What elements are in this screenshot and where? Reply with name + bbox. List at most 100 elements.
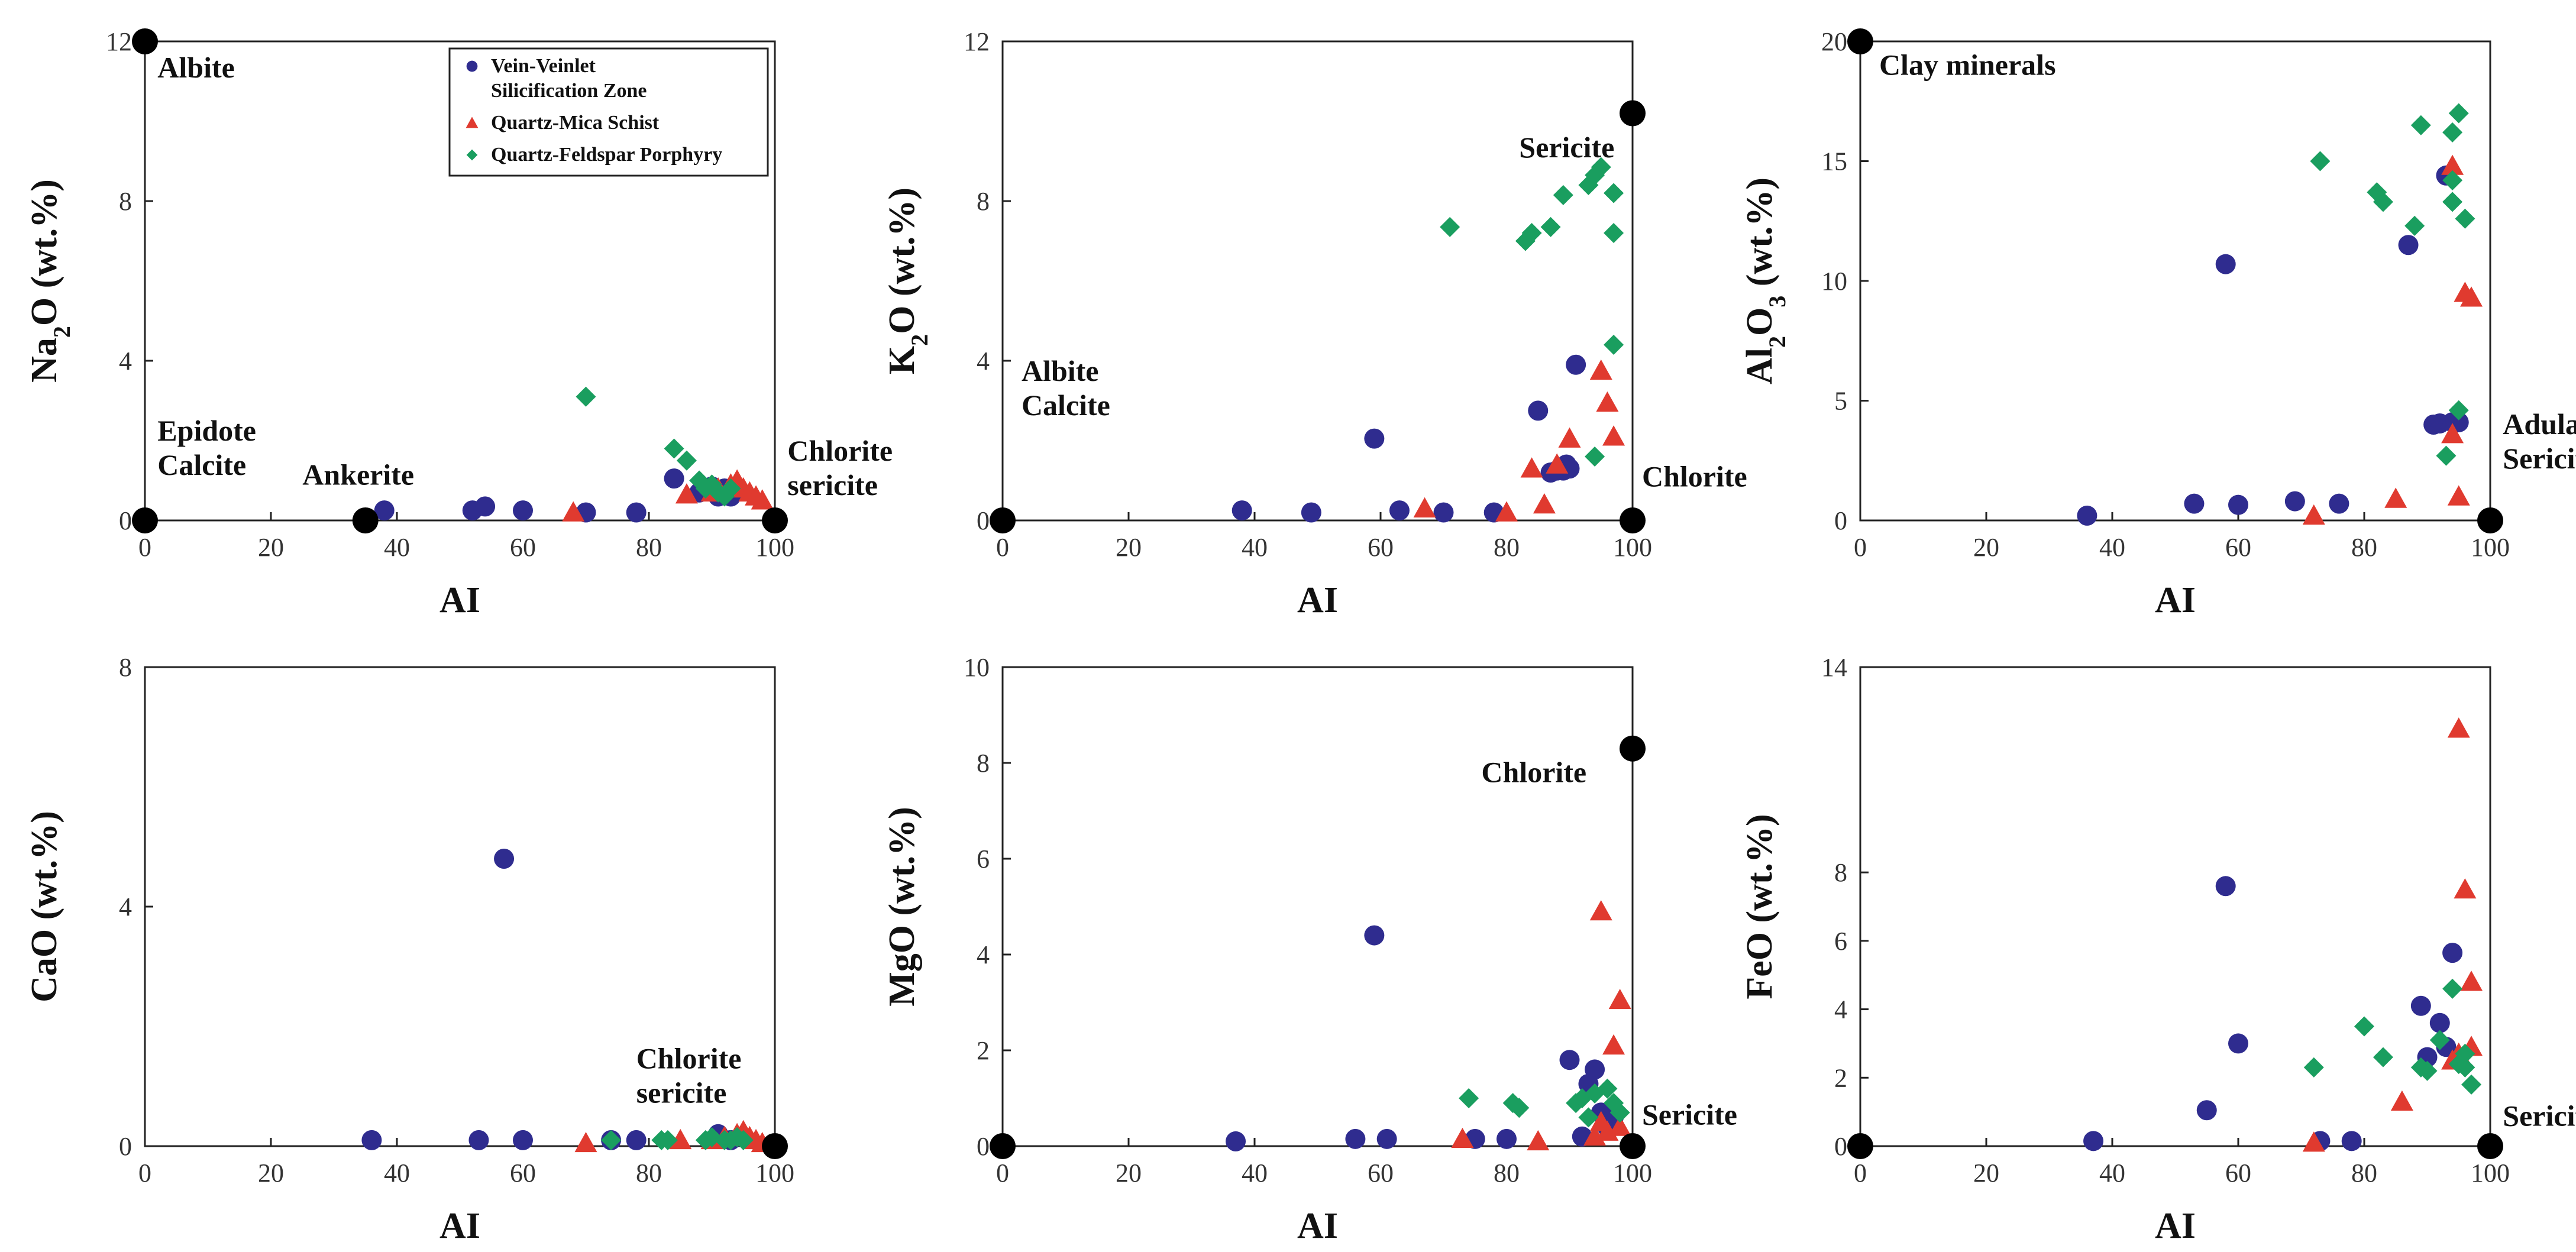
point-vein <box>2083 1131 2104 1151</box>
annotation-label: Chlorite sericite <box>787 434 893 502</box>
series-vein <box>1232 354 1586 523</box>
x-axis-label: AI <box>2155 580 2196 620</box>
point-porphyry <box>2455 208 2475 229</box>
x-tick-label: 40 <box>1242 1159 1268 1188</box>
point-porphyry <box>2442 978 2463 999</box>
point-vein <box>1559 458 1580 479</box>
point-vein <box>1376 1128 1397 1149</box>
x-tick-label: 100 <box>755 1159 794 1188</box>
point-vein <box>626 502 647 523</box>
x-tick-label: 60 <box>2225 1159 2251 1188</box>
x-tick-label: 80 <box>636 533 662 562</box>
x-tick-label: 100 <box>1613 1159 1652 1188</box>
annotation-label: Ankerite <box>302 458 414 491</box>
point-vein <box>1364 925 1385 946</box>
point-vein <box>1389 500 1410 521</box>
point-porphyry <box>2373 192 2393 212</box>
point-schist <box>1602 425 1625 446</box>
point-porphyry <box>720 478 741 499</box>
point-vein <box>2196 1100 2217 1121</box>
point-porphyry <box>1591 157 1611 177</box>
point-vein <box>1232 500 1252 521</box>
y-tick-label: 4 <box>1834 995 1847 1024</box>
point-vein <box>1226 1131 1246 1151</box>
x-axis-label: AI <box>1297 1206 1338 1246</box>
y-tick-label: 0 <box>977 506 990 535</box>
point-vein <box>2398 235 2419 255</box>
y-tick-label: 2 <box>1834 1063 1847 1092</box>
annotation-label: AdulariaSericite <box>2503 407 2576 475</box>
chart-svg: 0 20 40 60 80 100 0 2 4 6 8 14 AI FeO (wt.%) Sericite <box>1740 653 2576 1246</box>
x-tick-label: 100 <box>1613 533 1652 562</box>
point-porphyry <box>1585 165 1605 186</box>
endmember-point <box>762 1133 788 1159</box>
point-porphyry <box>657 1130 678 1150</box>
point-schist <box>2441 423 2464 444</box>
series-porphyry <box>601 1127 754 1150</box>
y-axis-label: FeO (wt.%) <box>1740 814 1780 999</box>
x-tick-label: 60 <box>1368 533 1394 562</box>
point-vein <box>2410 995 2431 1016</box>
x-tick-label: 80 <box>1494 533 1520 562</box>
y-tick-label: 15 <box>1821 147 1847 176</box>
series-vein <box>2077 165 2469 526</box>
point-vein <box>2184 493 2205 514</box>
point-porphyry <box>676 450 697 471</box>
point-porphyry <box>1540 216 1561 237</box>
x-tick-label: 60 <box>2225 533 2251 562</box>
y-tick-label: 4 <box>119 892 132 921</box>
point-porphyry <box>2404 215 2425 236</box>
point-schist <box>1533 493 1556 514</box>
chart-al2o3: 0 20 40 60 80 100 0 5 10 15 20 AI Al2O3 (wt.%) Clay m… <box>1715 0 2576 626</box>
point-schist <box>1495 501 1518 522</box>
point-vein <box>1301 502 1321 523</box>
endmember-point <box>990 1133 1016 1159</box>
x-tick-label: 20 <box>1973 1159 1999 1188</box>
point-porphyry <box>2442 170 2463 190</box>
legend-label: Quartz-Feldspar Porphyry <box>491 144 722 166</box>
y-axis-label: CaO (wt.%) <box>24 811 64 1002</box>
point-vein <box>1559 1050 1580 1070</box>
point-schist <box>675 483 698 504</box>
point-schist <box>562 501 585 522</box>
point-porphyry <box>2455 1043 2475 1064</box>
point-porphyry <box>2429 1030 2450 1050</box>
point-porphyry <box>576 386 596 407</box>
point-vein <box>664 468 684 489</box>
x-tick-label: 40 <box>384 533 410 562</box>
endmember-point <box>1847 28 1873 54</box>
point-vein <box>2077 505 2097 526</box>
x-tick-label: 80 <box>2351 533 2377 562</box>
point-vein <box>1566 354 1586 375</box>
endmember-point <box>1620 735 1646 762</box>
point-schist <box>1546 453 1569 474</box>
point-porphyry <box>1521 223 1542 243</box>
x-axis-label: AI <box>439 580 480 620</box>
annotation-label: Sericite <box>2503 1099 2576 1132</box>
annotation-label: Albite <box>157 51 235 84</box>
y-tick-label: 12 <box>964 27 990 56</box>
legend-label: Quartz-Mica Schist <box>491 112 660 134</box>
x-tick-label: 0 <box>1854 533 1867 562</box>
point-schist <box>1413 497 1436 517</box>
endmember-point <box>352 507 379 533</box>
chart-feo: 0 20 40 60 80 100 0 2 4 6 8 14 AI FeO (wt.%) Sericite <box>1715 626 2576 1251</box>
y-tick-label: 12 <box>106 27 132 56</box>
point-schist <box>2460 286 2483 307</box>
endmember-point <box>990 507 1016 533</box>
y-tick-label: 5 <box>1834 387 1847 416</box>
point-schist <box>669 1128 692 1150</box>
point-porphyry <box>2448 103 2469 124</box>
point-vein <box>2228 1033 2248 1054</box>
annotation-label: Albite Calcite <box>1022 354 1110 422</box>
annotation-label: Chlorite <box>1642 460 1747 493</box>
legend-marker-vein <box>466 60 478 72</box>
point-vein <box>494 849 515 869</box>
series-schist <box>2302 154 2483 525</box>
series-vein <box>1226 925 1624 1151</box>
y-axis-label: Al2O3 (wt.%) <box>1740 177 1790 384</box>
point-schist <box>1527 1130 1550 1151</box>
point-vein <box>1345 1128 1366 1149</box>
chart-k2o: 0 20 40 60 80 100 0 4 8 12 AI K2O (wt.%) Sericite Alb… <box>858 0 1747 626</box>
y-tick-label: 8 <box>119 187 132 216</box>
